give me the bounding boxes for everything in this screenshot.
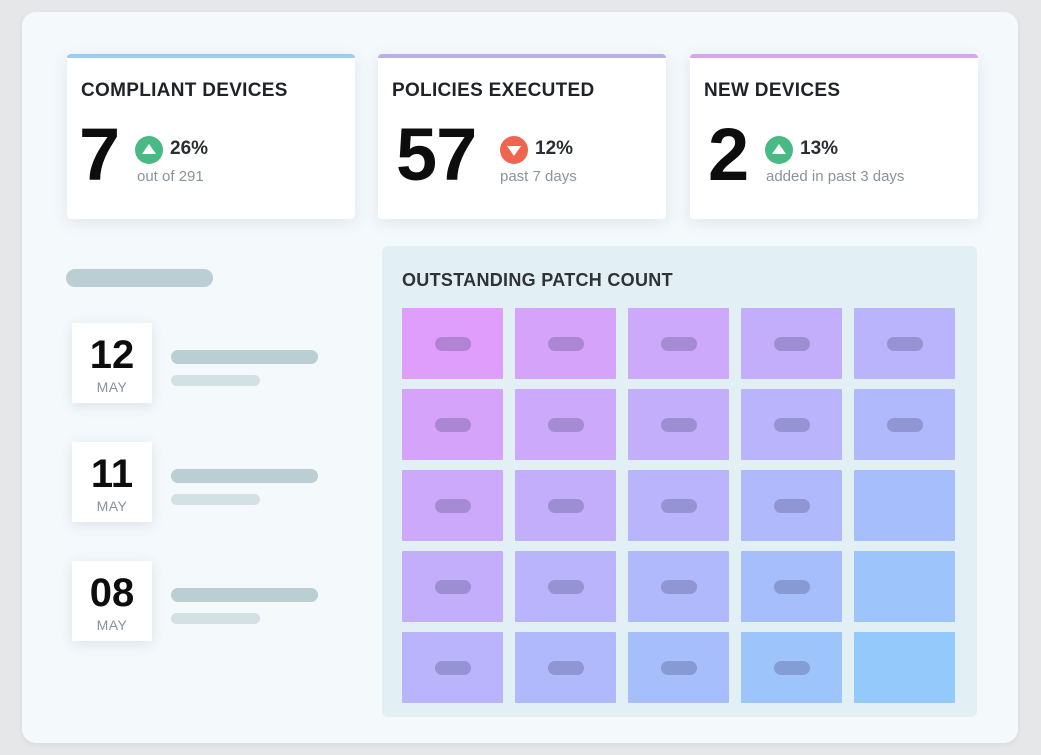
stat-title: POLICIES EXECUTED bbox=[392, 80, 595, 101]
stat-card-new-devices[interactable]: NEW DEVICES 2 13% added in past 3 days bbox=[690, 54, 978, 219]
event-title-placeholder bbox=[171, 350, 318, 364]
patch-cell[interactable] bbox=[628, 470, 729, 541]
patch-cell[interactable] bbox=[741, 632, 842, 703]
patch-cell[interactable] bbox=[515, 632, 616, 703]
patch-count-placeholder bbox=[886, 336, 923, 351]
event-title-placeholder bbox=[171, 588, 318, 602]
stat-card-policies-executed[interactable]: POLICIES EXECUTED 57 12% past 7 days bbox=[378, 54, 666, 219]
patch-count-placeholder bbox=[773, 579, 810, 594]
dashboard-panel: COMPLIANT DEVICES 7 26% out of 291 POLIC… bbox=[22, 12, 1018, 743]
patch-cell[interactable] bbox=[402, 389, 503, 460]
patch-cell[interactable] bbox=[515, 389, 616, 460]
patch-cell[interactable] bbox=[402, 470, 503, 541]
patch-cell[interactable] bbox=[628, 308, 729, 379]
patch-count-placeholder bbox=[773, 660, 810, 675]
patch-cell[interactable] bbox=[741, 470, 842, 541]
event-subtitle-placeholder bbox=[171, 613, 260, 624]
stat-title: NEW DEVICES bbox=[704, 80, 841, 101]
date-badge[interactable]: 11 MAY bbox=[72, 442, 152, 522]
patch-grid bbox=[402, 308, 955, 704]
patch-count-placeholder bbox=[434, 660, 471, 675]
patch-cell[interactable] bbox=[402, 632, 503, 703]
patch-cell[interactable] bbox=[628, 551, 729, 622]
patch-cell[interactable] bbox=[854, 632, 955, 703]
event-subtitle-placeholder bbox=[171, 375, 260, 386]
date-day: 12 bbox=[89, 333, 135, 377]
patch-count-placeholder bbox=[660, 336, 697, 351]
patch-count-placeholder bbox=[660, 417, 697, 432]
patch-count-placeholder bbox=[547, 579, 584, 594]
patch-cell[interactable] bbox=[854, 470, 955, 541]
patch-cell[interactable] bbox=[628, 632, 729, 703]
patch-count-placeholder bbox=[886, 417, 923, 432]
date-badge[interactable]: 12 MAY bbox=[72, 323, 152, 403]
patch-count-placeholder bbox=[773, 498, 810, 513]
stat-title: COMPLIANT DEVICES bbox=[81, 80, 288, 101]
patch-cell[interactable] bbox=[402, 308, 503, 379]
stat-value: 7 bbox=[79, 113, 120, 196]
patch-count-placeholder bbox=[434, 417, 471, 432]
stat-subtext: out of 291 bbox=[137, 168, 204, 185]
patch-cell[interactable] bbox=[515, 470, 616, 541]
outstanding-patch-panel: OUTSTANDING PATCH COUNT bbox=[382, 246, 977, 717]
patch-count-placeholder bbox=[660, 579, 697, 594]
event-subtitle-placeholder bbox=[171, 494, 260, 505]
patch-count-placeholder bbox=[773, 417, 810, 432]
patch-cell[interactable] bbox=[741, 308, 842, 379]
date-month: MAY bbox=[96, 379, 128, 395]
patch-count-placeholder bbox=[660, 498, 697, 513]
stat-subtext: added in past 3 days bbox=[766, 168, 905, 185]
event-title-placeholder bbox=[171, 469, 318, 483]
patch-cell[interactable] bbox=[515, 551, 616, 622]
date-day: 08 bbox=[89, 571, 135, 615]
patch-count-placeholder bbox=[547, 336, 584, 351]
patch-cell[interactable] bbox=[854, 389, 955, 460]
patch-count-placeholder bbox=[434, 336, 471, 351]
triangle-down-icon bbox=[500, 136, 528, 164]
patch-count-placeholder bbox=[547, 498, 584, 513]
patch-cell[interactable] bbox=[402, 551, 503, 622]
patch-title: OUTSTANDING PATCH COUNT bbox=[402, 270, 673, 290]
stat-percent: 26% bbox=[170, 138, 209, 159]
patch-cell[interactable] bbox=[741, 551, 842, 622]
stat-percent: 12% bbox=[535, 138, 574, 159]
patch-count-placeholder bbox=[660, 660, 697, 675]
date-month: MAY bbox=[96, 498, 128, 514]
triangle-up-icon bbox=[135, 136, 163, 164]
stat-percent: 13% bbox=[800, 138, 839, 159]
patch-cell[interactable] bbox=[854, 551, 955, 622]
triangle-up-icon bbox=[765, 136, 793, 164]
date-month: MAY bbox=[96, 617, 128, 633]
date-badge[interactable]: 08 MAY bbox=[72, 561, 152, 641]
patch-count-placeholder bbox=[773, 336, 810, 351]
stat-card-compliant-devices[interactable]: COMPLIANT DEVICES 7 26% out of 291 bbox=[67, 54, 355, 219]
stat-subtext: past 7 days bbox=[500, 168, 577, 185]
patch-count-placeholder bbox=[547, 660, 584, 675]
stat-value: 2 bbox=[708, 113, 749, 196]
stat-value: 57 bbox=[396, 113, 477, 196]
patch-cell[interactable] bbox=[854, 308, 955, 379]
patch-count-placeholder bbox=[434, 579, 471, 594]
patch-cell[interactable] bbox=[741, 389, 842, 460]
patch-count-placeholder bbox=[434, 498, 471, 513]
patch-count-placeholder bbox=[547, 417, 584, 432]
patch-cell[interactable] bbox=[515, 308, 616, 379]
section-heading-placeholder bbox=[66, 269, 213, 287]
date-day: 11 bbox=[90, 452, 134, 496]
patch-cell[interactable] bbox=[628, 389, 729, 460]
